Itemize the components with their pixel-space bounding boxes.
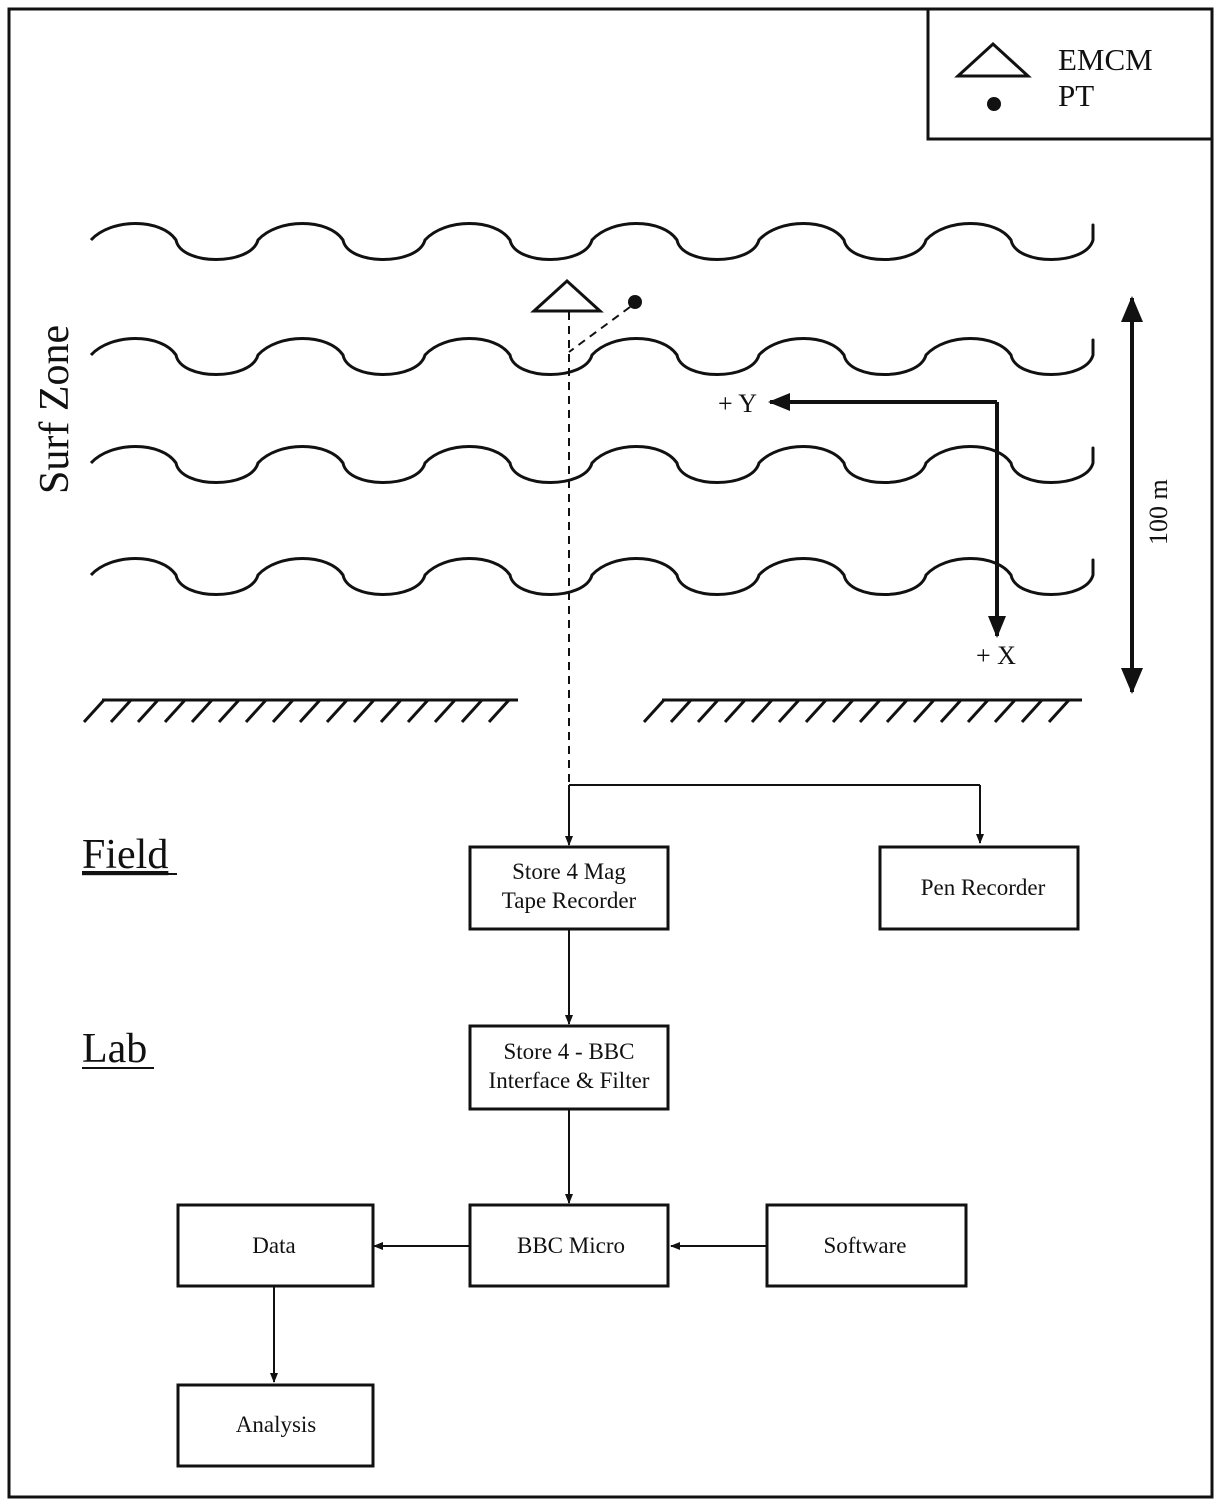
section-label-field: Field xyxy=(82,832,168,878)
surf-waves xyxy=(89,222,1095,596)
hatch-mark xyxy=(831,698,855,724)
outer-border xyxy=(7,7,1214,1499)
legend: EMCM PT xyxy=(926,7,1214,141)
hatch-mark xyxy=(858,698,882,724)
legend-box xyxy=(926,7,1214,141)
hatch-mark xyxy=(939,698,963,724)
pt-dot-icon xyxy=(987,97,1001,111)
flow-connectors xyxy=(270,784,984,1383)
coordinate-axes: + Y + X xyxy=(718,389,1016,670)
bbc-micro-label: BBC Micro xyxy=(517,1233,625,1258)
hatch-mark xyxy=(244,698,268,724)
tape-recorder-box: Store 4 Mag Tape Recorder xyxy=(468,845,670,931)
hatch-mark xyxy=(406,698,430,724)
pt-cable xyxy=(568,306,631,353)
scale-bar-bottom-arrowhead xyxy=(1121,668,1143,694)
hatch-mark xyxy=(190,698,214,724)
hatch-mark xyxy=(777,698,801,724)
emcm-instrument-icon xyxy=(530,278,604,313)
data-label: Data xyxy=(252,1233,295,1258)
shoreline xyxy=(82,698,1082,724)
hatch-mark xyxy=(804,698,828,724)
emcm-triangle-icon xyxy=(954,41,1032,78)
hatch-mark xyxy=(885,698,909,724)
hatch-mark xyxy=(750,698,774,724)
tape-recorder-label-line2: Tape Recorder xyxy=(502,888,637,913)
hatch-mark xyxy=(1047,698,1071,724)
data-box: Data xyxy=(176,1203,375,1288)
interface-label-line2: Interface & Filter xyxy=(489,1068,650,1093)
tape-recorder-label-line1: Store 4 Mag xyxy=(512,859,626,884)
hatch-mark xyxy=(487,698,511,724)
hatch-mark xyxy=(433,698,457,724)
hatch-mark xyxy=(298,698,322,724)
hatch-mark xyxy=(460,698,484,724)
hatch-mark xyxy=(163,698,187,724)
hatch-mark xyxy=(669,698,693,724)
wave-line-1 xyxy=(89,222,1095,261)
section-label-lab: Lab xyxy=(82,1026,147,1072)
bbc-micro-box: BBC Micro xyxy=(468,1203,670,1288)
hatch-mark xyxy=(696,698,720,724)
interface-label-line1: Store 4 - BBC xyxy=(504,1039,635,1064)
hatch-mark xyxy=(136,698,160,724)
legend-label-emcm: EMCM xyxy=(1058,42,1153,77)
scale-bar: 100 m xyxy=(1121,296,1173,694)
hatch-mark xyxy=(109,698,133,724)
pen-recorder-label: Pen Recorder xyxy=(921,875,1046,900)
hatch-mark xyxy=(271,698,295,724)
analysis-box: Analysis xyxy=(176,1383,375,1468)
wave-line-3 xyxy=(89,445,1095,484)
hatch-mark xyxy=(993,698,1017,724)
interface-box: Store 4 - BBC Interface & Filter xyxy=(468,1024,670,1111)
hatch-mark xyxy=(379,698,403,724)
y-axis-label: + Y xyxy=(718,389,757,418)
hatch-mark xyxy=(966,698,990,724)
x-axis-label: + X xyxy=(976,641,1016,670)
legend-label-pt: PT xyxy=(1058,78,1094,113)
pt-instrument-icon xyxy=(628,295,642,309)
software-label: Software xyxy=(823,1233,906,1258)
shoreline-hatch xyxy=(82,698,1071,724)
surf-zone-label: Surf Zone xyxy=(32,325,78,494)
analysis-label: Analysis xyxy=(236,1412,317,1437)
wave-line-2 xyxy=(89,337,1095,376)
hatch-mark xyxy=(217,698,241,724)
hatch-mark xyxy=(82,698,106,724)
scale-bar-top-arrowhead xyxy=(1121,296,1143,322)
hatch-mark xyxy=(325,698,349,724)
hatch-mark xyxy=(352,698,376,724)
hatch-mark xyxy=(1020,698,1044,724)
hatch-mark xyxy=(723,698,747,724)
hatch-mark xyxy=(642,698,666,724)
software-box: Software xyxy=(765,1203,968,1288)
pen-recorder-box: Pen Recorder xyxy=(878,845,1080,931)
wave-line-4 xyxy=(89,557,1095,596)
scale-bar-label: 100 m xyxy=(1144,479,1173,545)
hatch-mark xyxy=(912,698,936,724)
